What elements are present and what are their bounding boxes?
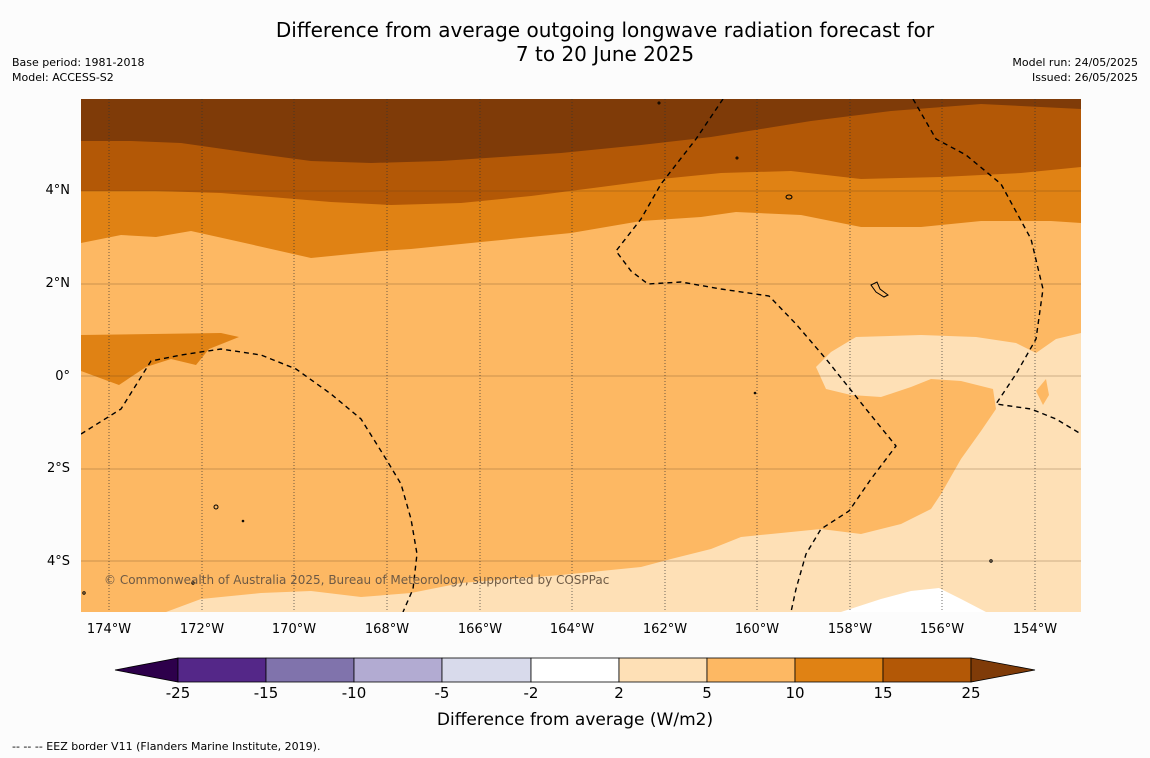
colorbar-tick: -15 <box>253 684 279 702</box>
lat-label-4n: 4°N <box>45 183 71 198</box>
lon-label-162w: 162°W <box>642 622 688 637</box>
eez-borders <box>81 99 1081 612</box>
eez-legend-note: -- -- -- EEZ border V11 (Flanders Marine… <box>12 740 321 753</box>
band-2-5-islet <box>1036 379 1049 405</box>
colorbar-label: Difference from average (W/m2) <box>436 710 714 730</box>
lon-label-170w: 170°W <box>271 622 317 637</box>
model-run: Model run: 24/05/2025 <box>1012 56 1138 69</box>
islands <box>82 101 993 595</box>
issued-date: Issued: 26/05/2025 <box>1031 71 1138 84</box>
meta-left: Base period: 1981-2018 Model: ACCESS-S2 <box>12 55 144 85</box>
colorbar-swatch-6 <box>618 657 708 683</box>
colorbar-tick: 2 <box>614 684 624 702</box>
band-2-5-east <box>166 333 1081 612</box>
title-line-1: Difference from average outgoing longwav… <box>275 18 935 42</box>
colorbar-tick: 5 <box>702 684 712 702</box>
colorbar-swatch-0 <box>114 657 179 683</box>
band-25-plus <box>81 99 1081 163</box>
colorbar-swatch-8 <box>794 657 884 683</box>
colorbar-swatch-9 <box>882 657 972 683</box>
lon-label-164w: 164°W <box>549 622 595 637</box>
lat-label-2s: 2°S <box>46 461 70 476</box>
olr-map <box>81 99 1081 612</box>
lon-label-166w: 166°W <box>457 622 503 637</box>
lon-label-172w: 172°W <box>179 622 225 637</box>
lon-label-156w: 156°W <box>919 622 965 637</box>
colorbar-tick: 15 <box>873 684 893 702</box>
colorbar-tick: 10 <box>785 684 805 702</box>
colorbar-swatch-3 <box>353 657 443 683</box>
colorbar-tick: -10 <box>341 684 367 702</box>
lon-label-154w: 154°W <box>1012 622 1058 637</box>
colorbar-swatch-1 <box>177 657 267 683</box>
meta-right: Model run: 24/05/2025 Issued: 26/05/2025 <box>1012 55 1138 85</box>
band-neutral-southeast <box>841 588 986 612</box>
model-name: Model: ACCESS-S2 <box>12 71 114 84</box>
lat-lines <box>81 190 1081 562</box>
colorbar <box>114 657 1036 683</box>
colorbar-swatch-4 <box>441 657 532 683</box>
colorbar-swatch-7 <box>706 657 796 683</box>
colorbar-swatch-10 <box>970 657 1036 683</box>
colorbar-tick: 25 <box>961 684 981 702</box>
lat-label-4s: 4°S <box>46 554 70 569</box>
colorbar-tick: -25 <box>165 684 191 702</box>
map-area <box>81 99 1081 612</box>
colorbar-tick: -2 <box>523 684 539 702</box>
lat-label-2n: 2°N <box>45 276 71 291</box>
lon-label-174w: 174°W <box>86 622 132 637</box>
lat-label-0: 0° <box>55 369 70 384</box>
title-line-2: 7 to 20 June 2025 <box>515 42 695 66</box>
base-period: Base period: 1981-2018 <box>12 56 145 69</box>
lon-label-168w: 168°W <box>364 622 410 637</box>
colorbar-swatch-5 <box>530 657 620 683</box>
copyright-notice: © Commonwealth of Australia 2025, Bureau… <box>104 573 610 587</box>
colorbar-tick: -5 <box>434 684 450 702</box>
colorbar-swatch-2 <box>265 657 355 683</box>
lon-label-158w: 158°W <box>827 622 873 637</box>
chart-title: Difference from average outgoing longwav… <box>200 18 1010 66</box>
lon-label-160w: 160°W <box>734 622 780 637</box>
